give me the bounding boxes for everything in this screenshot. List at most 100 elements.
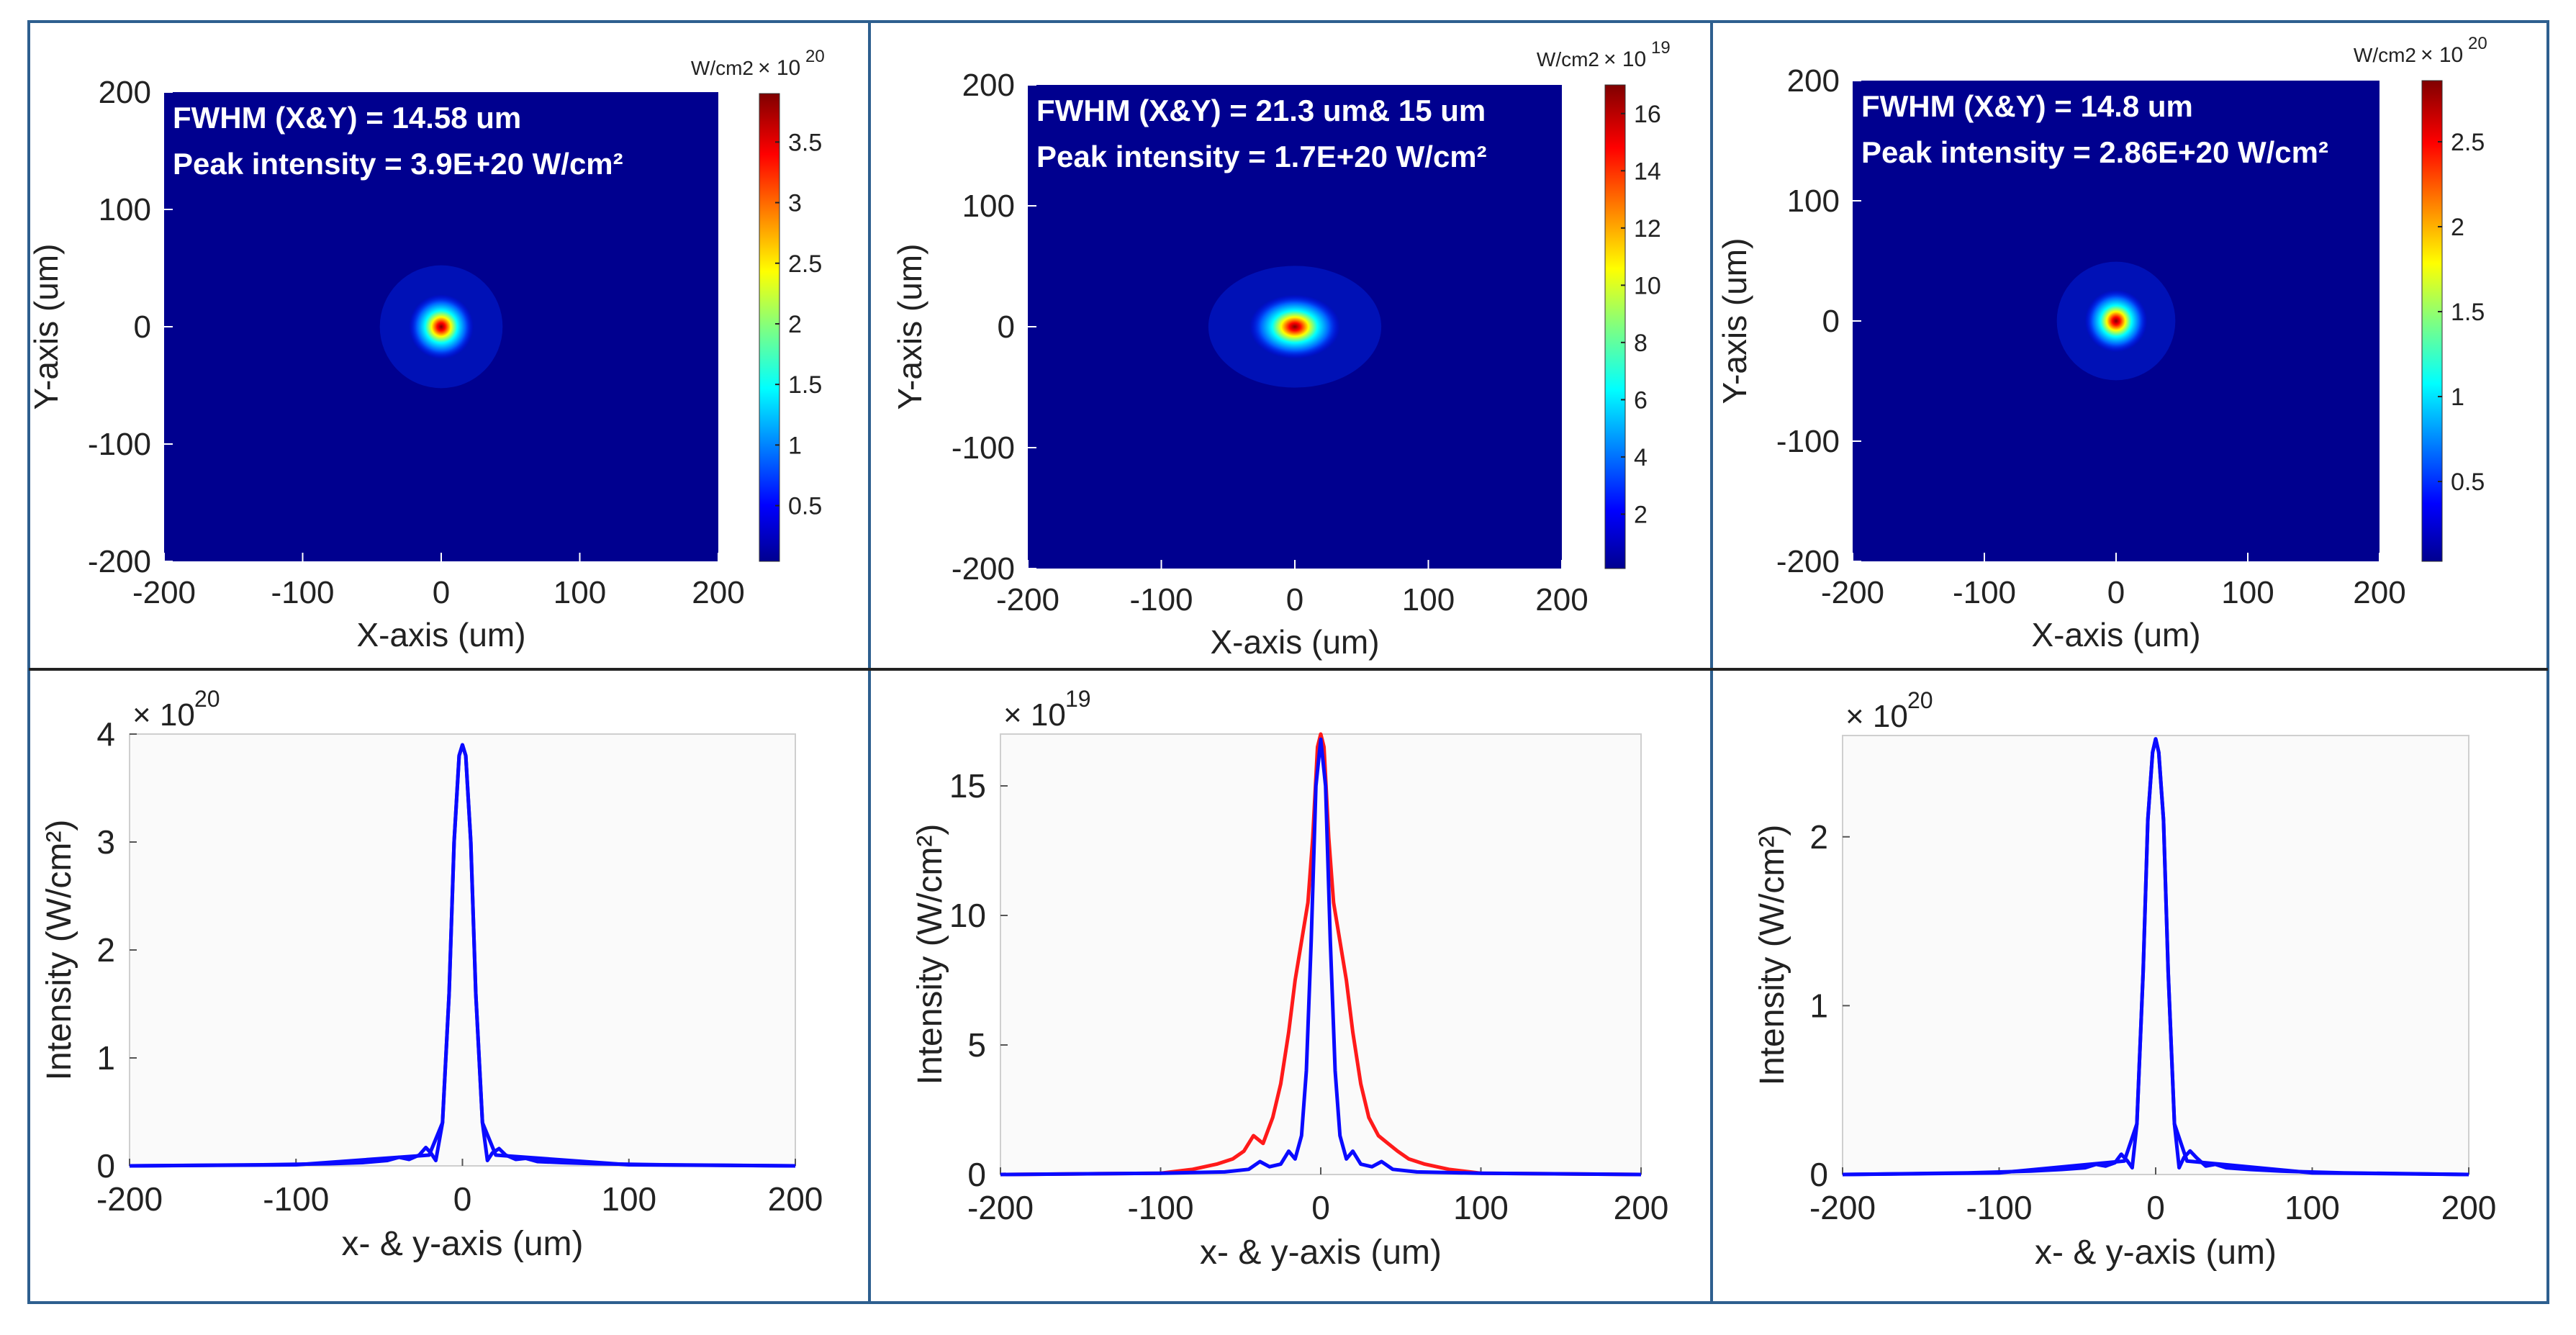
y-tick-label: 100 bbox=[1787, 184, 1840, 219]
colorbar-tick-label: 3 bbox=[788, 190, 802, 217]
exponent-base: × 10 bbox=[1845, 699, 1908, 734]
x-tick-label: 200 bbox=[692, 575, 744, 610]
x-tick-label: 100 bbox=[1402, 582, 1455, 617]
line-panel-1: -200 -100 0 100 200 0 1 2 3 4 x- & y-axis (um) Inte… bbox=[40, 686, 823, 1263]
x-tick-label: 100 bbox=[2221, 575, 2274, 610]
colorbar-tick-label: 12 bbox=[1634, 215, 1661, 243]
y-tick-label: 0 bbox=[96, 1147, 115, 1185]
x-axis-label: X-axis (um) bbox=[1210, 623, 1379, 661]
y-tick-label: 2 bbox=[1809, 818, 1828, 856]
colorbar-exponent-base: × 10 bbox=[1604, 47, 1646, 71]
x-tick-label: 200 bbox=[1535, 582, 1588, 617]
y-tick-label: 200 bbox=[1787, 63, 1840, 99]
y-tick-label: 2 bbox=[96, 931, 115, 969]
y-tick-label: 0 bbox=[998, 309, 1015, 345]
x-tick-label: -200 bbox=[1821, 575, 1884, 610]
annotation-text: FWHM (X&Y) = 14.58 um bbox=[173, 101, 521, 135]
x-axis-label: x- & y-axis (um) bbox=[342, 1225, 584, 1263]
x-tick-label: 0 bbox=[1286, 582, 1303, 617]
y-tick-label: 0 bbox=[134, 309, 151, 345]
colorbar-tick-label: 0.5 bbox=[2451, 469, 2485, 496]
y-tick-label: 4 bbox=[96, 715, 115, 753]
y-tick-label: 0 bbox=[1809, 1156, 1828, 1193]
x-tick-label: -100 bbox=[1129, 582, 1193, 617]
y-tick-label: 5 bbox=[967, 1026, 986, 1064]
y-tick-label: -200 bbox=[1776, 544, 1840, 579]
x-tick-label: 100 bbox=[1453, 1189, 1509, 1226]
colorbar-tick-label: 14 bbox=[1634, 158, 1661, 185]
x-tick-label: 0 bbox=[2107, 575, 2125, 610]
x-tick-label: -200 bbox=[996, 582, 1059, 617]
beam-spot bbox=[409, 294, 474, 359]
x-tick-label: -100 bbox=[271, 575, 334, 610]
y-tick-label: 15 bbox=[949, 767, 986, 805]
panel-frame bbox=[27, 20, 2549, 1304]
x-tick-label: 100 bbox=[2284, 1189, 2340, 1226]
x-tick-label: -100 bbox=[1953, 575, 2016, 610]
exponent-value: 20 bbox=[1907, 687, 1933, 713]
y-axis-label: Intensity (W/cm²) bbox=[1753, 825, 1791, 1086]
colorbar bbox=[1604, 84, 1626, 569]
x-tick-label: 0 bbox=[453, 1180, 472, 1218]
x-tick-label: -100 bbox=[1966, 1189, 2032, 1226]
beam-spot bbox=[1249, 294, 1341, 359]
annotation-text: Peak intensity = 2.86E+20 W/cm² bbox=[1861, 135, 2328, 169]
y-tick-label: 0 bbox=[967, 1156, 986, 1193]
x-tick-label: -200 bbox=[132, 575, 196, 610]
colorbar-tick-label: 10 bbox=[1634, 272, 1661, 299]
colorbar-tick-label: 1.5 bbox=[788, 371, 822, 399]
x-tick-label: -200 bbox=[96, 1180, 163, 1218]
x-tick-label: -200 bbox=[1809, 1189, 1876, 1226]
y-tick-label: 0 bbox=[1822, 304, 1840, 339]
x-tick-label: 100 bbox=[601, 1180, 656, 1218]
colorbar-tick-label: 3.5 bbox=[788, 129, 822, 156]
beam-spot bbox=[2084, 289, 2148, 353]
colorbar-tick-label: 2 bbox=[1634, 501, 1648, 528]
colorbar-exponent: 20 bbox=[2468, 34, 2487, 53]
colorbar-tick-label: 1.5 bbox=[2451, 299, 2485, 326]
series-line-y-axis bbox=[1000, 737, 1642, 1177]
x-axis-label: x- & y-axis (um) bbox=[1200, 1234, 1442, 1272]
colorbar-unit: W/cm2 bbox=[2354, 44, 2416, 66]
y-tick-label: -100 bbox=[1776, 424, 1840, 459]
y-tick-label: -100 bbox=[88, 427, 151, 462]
annotation-text: Peak intensity = 1.7E+20 W/cm² bbox=[1036, 140, 1487, 173]
annotation-text: Peak intensity = 3.9E+20 W/cm² bbox=[173, 147, 623, 181]
colorbar-unit: W/cm2 bbox=[1537, 48, 1599, 71]
y-axis-label: Y-axis (um) bbox=[27, 244, 65, 410]
heatmap-panel-1: -200 -100 0 100 200 200 100 0 -100 -200 X-axis (um… bbox=[27, 47, 825, 653]
plot-area bbox=[1000, 733, 1642, 1175]
y-axis-label: Y-axis (um) bbox=[891, 244, 928, 410]
line-panel-2: -200 -100 0 100 200 0 5 10 15 x- & y-axis (um) Int… bbox=[911, 686, 1668, 1272]
y-tick-label: 200 bbox=[962, 68, 1015, 103]
x-tick-label: -100 bbox=[1127, 1189, 1193, 1226]
x-tick-label: 200 bbox=[768, 1180, 823, 1218]
exponent-value: 19 bbox=[1065, 686, 1091, 712]
colorbar-tick-label: 2.5 bbox=[2451, 129, 2485, 156]
x-tick-label: 100 bbox=[553, 575, 606, 610]
colorbar-tick-label: 8 bbox=[1634, 330, 1648, 357]
y-tick-label: -200 bbox=[952, 551, 1015, 587]
colorbar-tick-label: 2 bbox=[2451, 214, 2464, 241]
x-axis-label: x- & y-axis (um) bbox=[2035, 1234, 2277, 1272]
x-tick-label: 0 bbox=[2146, 1189, 2165, 1226]
series-line-x-axis bbox=[1000, 732, 1642, 1177]
series-line-y-axis bbox=[1842, 737, 2469, 1177]
x-tick-label: 200 bbox=[2353, 575, 2405, 610]
colorbar-tick-label: 1 bbox=[2451, 384, 2464, 411]
y-tick-label: 1 bbox=[96, 1039, 115, 1077]
y-tick-label: -200 bbox=[88, 544, 151, 579]
colorbar-exponent-base: × 10 bbox=[758, 56, 800, 80]
line-panel-3: -200 -100 0 100 200 0 1 2 x- & y-axis (um) Intens… bbox=[1753, 687, 2496, 1272]
exponent-base: × 10 bbox=[1003, 697, 1066, 733]
y-tick-label: -100 bbox=[952, 430, 1015, 466]
colorbar-exponent: 20 bbox=[805, 47, 825, 66]
exponent-base: × 10 bbox=[132, 697, 195, 733]
colorbar bbox=[2421, 80, 2443, 562]
heatmap-panel-2: -200 -100 0 100 200 200 100 0 -100 -200 X-axis (um… bbox=[891, 38, 1671, 661]
y-tick-label: 200 bbox=[99, 75, 151, 110]
colorbar-tick-label: 16 bbox=[1634, 101, 1661, 128]
x-tick-label: 0 bbox=[1311, 1189, 1330, 1226]
colorbar-exponent: 19 bbox=[1651, 38, 1671, 58]
x-tick-label: -200 bbox=[967, 1189, 1034, 1226]
